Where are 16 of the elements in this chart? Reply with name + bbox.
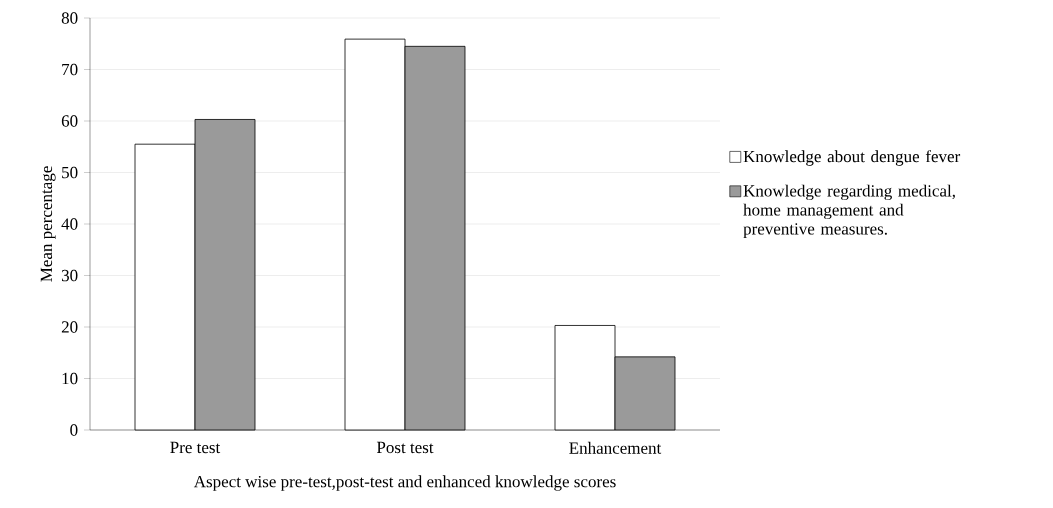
legend-label: Knowledge regarding medical, home management and preventive measures. (743, 184, 955, 239)
y-tick-label: 0 (70, 424, 78, 436)
y-tick-label: 70 (62, 63, 78, 76)
x-tick-label: Post test (376, 441, 434, 454)
y-tick-label: 60 (61, 115, 78, 127)
y-tick-label: 50 (62, 166, 78, 179)
y-tick-label: 20 (61, 321, 78, 333)
y-axis-title: Mean percentage (40, 166, 56, 282)
legend-label: Knowledge about dengue fever (743, 150, 961, 166)
y-tick-label: 40 (61, 218, 78, 230)
y-tick-label: 10 (62, 372, 78, 385)
x-tick-label: Pre test (170, 441, 221, 454)
x-tick-label: Enhancement (569, 441, 662, 454)
y-tick-label: 30 (61, 269, 78, 282)
y-tick-label: 80 (61, 12, 78, 24)
x-axis-title: Aspect wise pre-test,post-test and enhanced knowledge scores (193, 475, 616, 491)
